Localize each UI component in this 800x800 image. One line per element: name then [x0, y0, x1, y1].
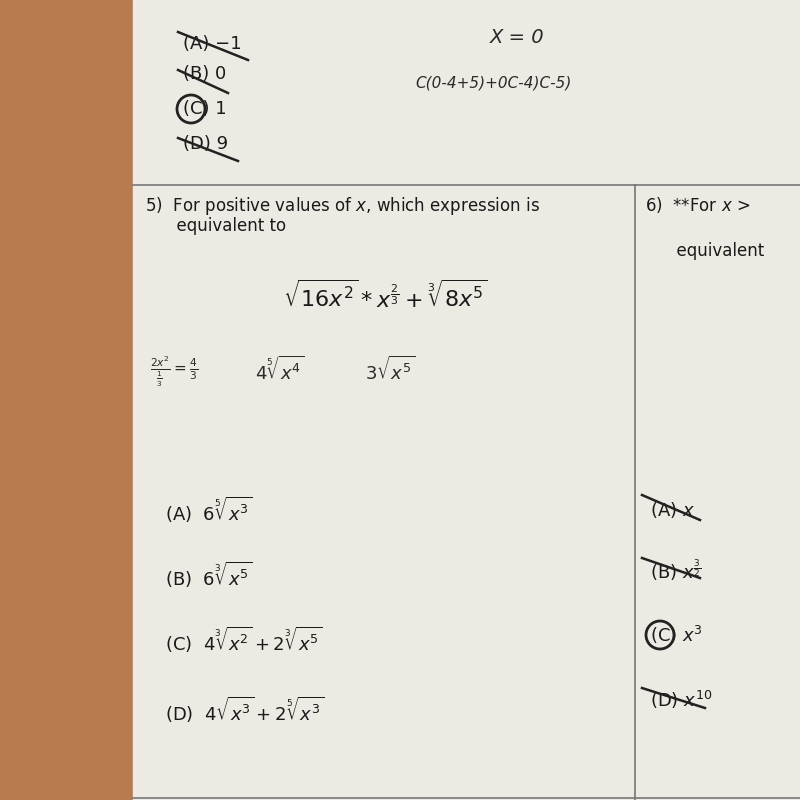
Text: X = 0: X = 0: [490, 28, 545, 47]
Text: $\frac{2x^2}{\frac{1}{3}} = \frac{4}{3}$: $\frac{2x^2}{\frac{1}{3}} = \frac{4}{3}$: [150, 355, 198, 389]
Text: $3\sqrt{x^5}$: $3\sqrt{x^5}$: [365, 355, 415, 383]
Text: (B) $x^{\frac{3}{2}}$: (B) $x^{\frac{3}{2}}$: [650, 557, 701, 583]
Text: C(0-4+5)+0C-4)C-5): C(0-4+5)+0C-4)C-5): [415, 75, 571, 90]
Text: (B)  $6\sqrt[3]{x^5}$: (B) $6\sqrt[3]{x^5}$: [165, 560, 253, 590]
Text: (D) $x^{10}$: (D) $x^{10}$: [650, 689, 712, 711]
Text: equivalent: equivalent: [645, 242, 764, 260]
Text: (C) $x^3$: (C) $x^3$: [650, 624, 702, 646]
Text: $\sqrt{16x^2} * x^{\frac{2}{3}} + \sqrt[3]{8x^5}$: $\sqrt{16x^2} * x^{\frac{2}{3}} + \sqrt[…: [282, 280, 487, 312]
Bar: [133, 0, 800, 800]
Text: 6)  **For $x$ >: 6) **For $x$ >: [645, 195, 750, 215]
Text: $4\sqrt[5]{x^4}$: $4\sqrt[5]{x^4}$: [255, 355, 305, 383]
Text: equivalent to: equivalent to: [145, 217, 286, 235]
Text: (D)  $4\sqrt{x^3} + 2\sqrt[5]{x^3}$: (D) $4\sqrt{x^3} + 2\sqrt[5]{x^3}$: [165, 695, 324, 725]
Bar: [0, 0, 133, 800]
Text: (A)  $6\sqrt[5]{x^3}$: (A) $6\sqrt[5]{x^3}$: [165, 495, 253, 525]
Text: (A) −1: (A) −1: [183, 35, 242, 53]
Text: (A) $x$: (A) $x$: [650, 500, 695, 520]
Text: (C) 1: (C) 1: [183, 100, 226, 118]
Text: (B) 0: (B) 0: [183, 65, 226, 83]
Text: (C)  $4\sqrt[3]{x^2} + 2\sqrt[3]{x^5}$: (C) $4\sqrt[3]{x^2} + 2\sqrt[3]{x^5}$: [165, 625, 322, 655]
Text: (D) 9: (D) 9: [183, 135, 228, 153]
Text: 5)  For positive values of $x$, which expression is: 5) For positive values of $x$, which exp…: [145, 195, 540, 217]
